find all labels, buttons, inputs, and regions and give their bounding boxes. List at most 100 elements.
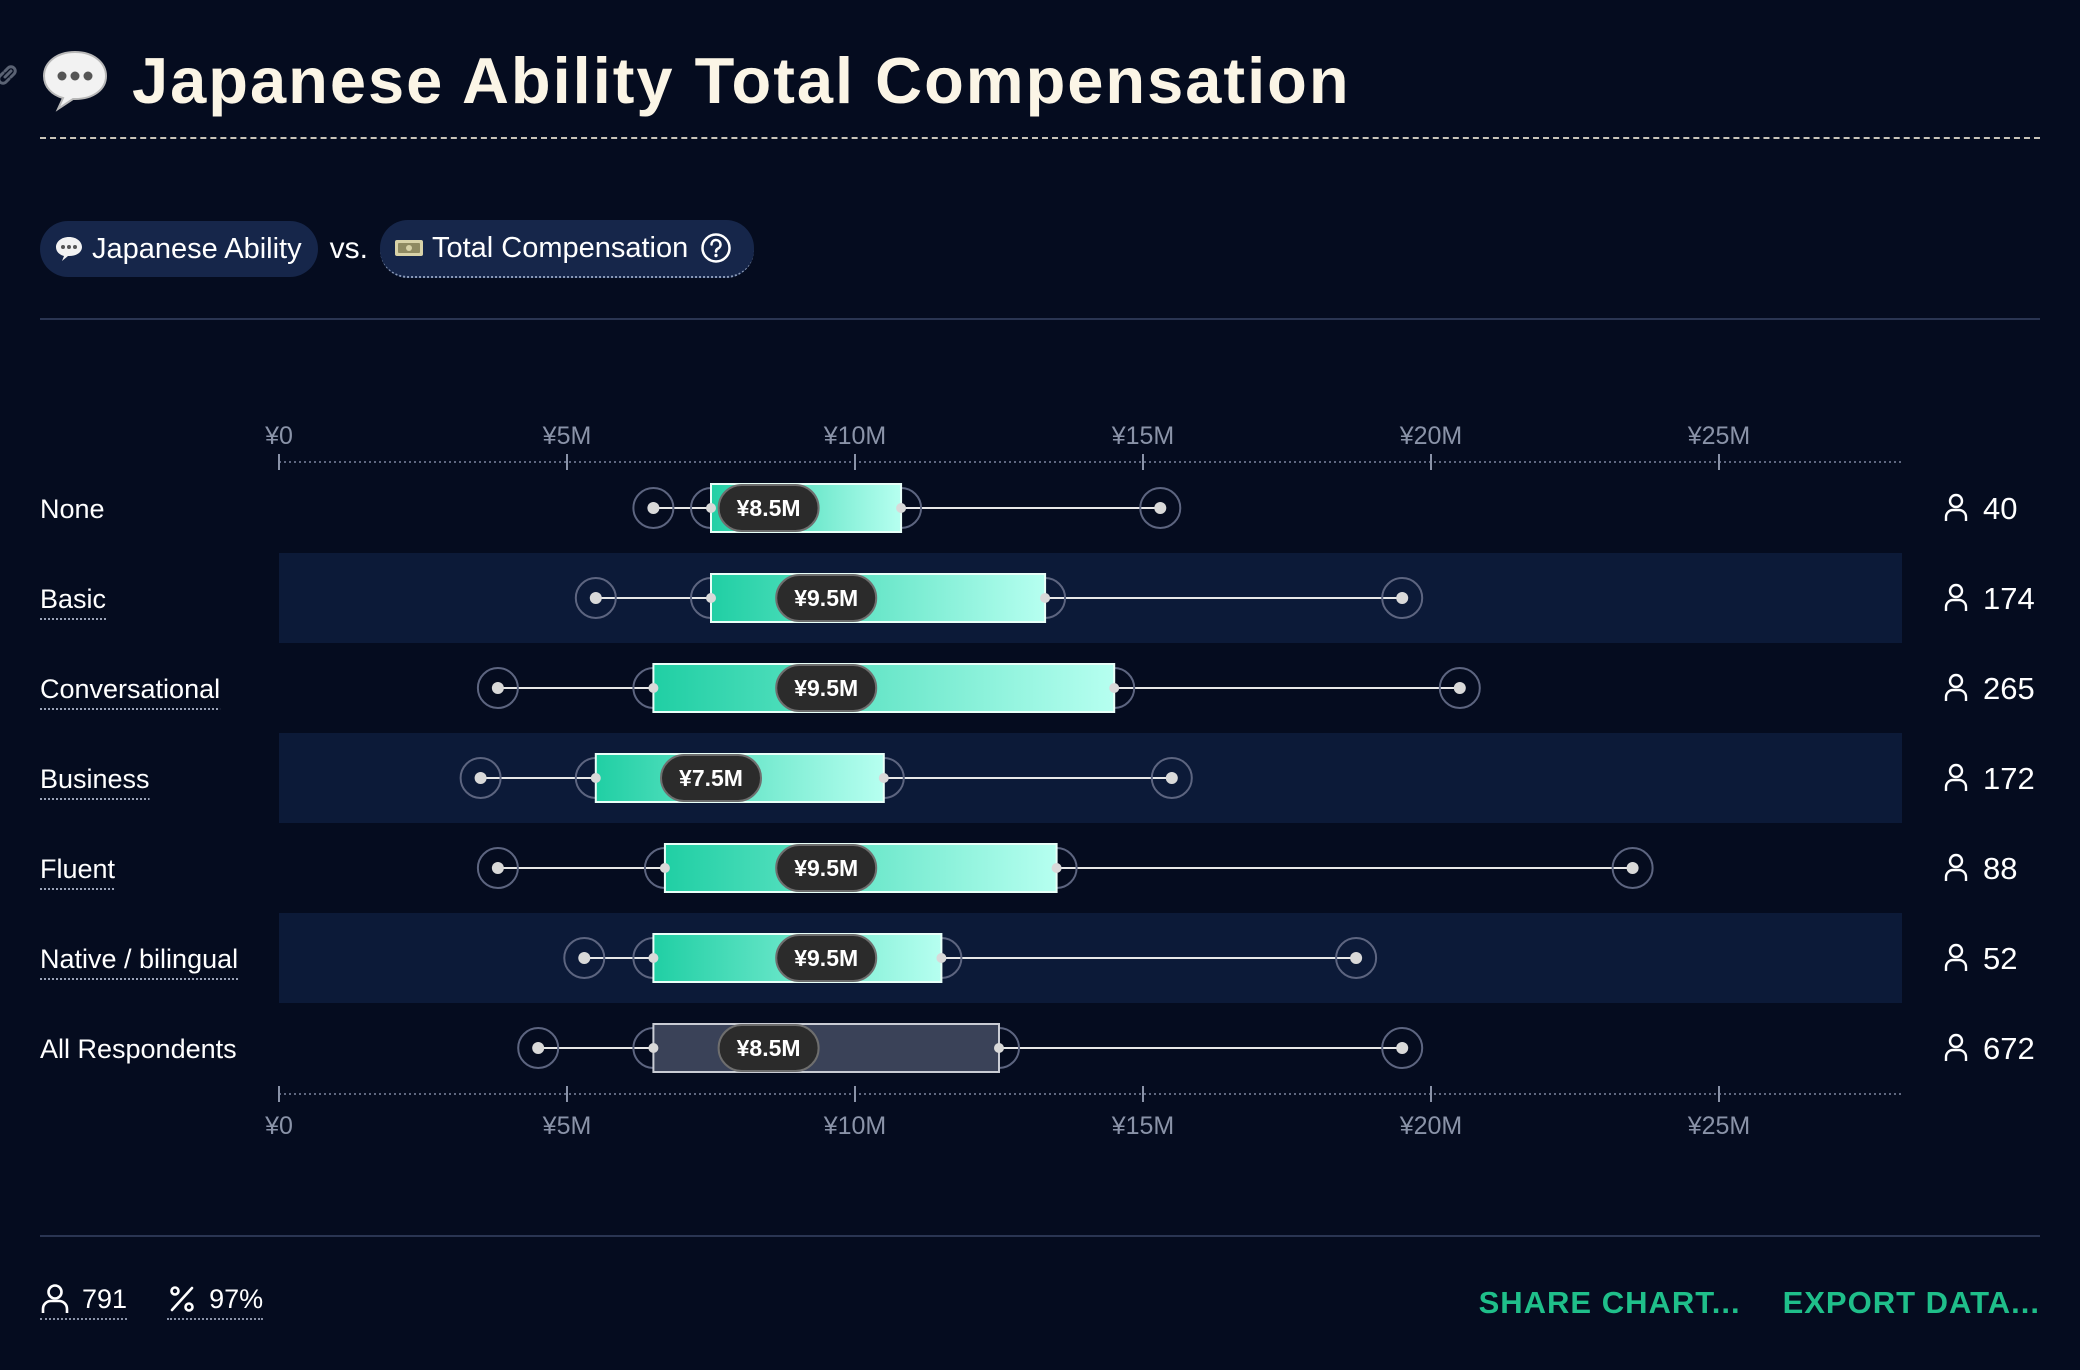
- footer-actions: SHARE CHART... EXPORT DATA...: [1437, 1285, 2040, 1321]
- median-label: ¥7.5M: [679, 765, 743, 791]
- percent-value: 97%: [209, 1283, 264, 1314]
- question-icon[interactable]: [700, 232, 732, 264]
- median-label: ¥9.5M: [794, 945, 858, 971]
- box-row: Business ¥7.5M 172: [40, 753, 2035, 803]
- row-label: Native / bilingual: [40, 944, 238, 974]
- q1-marker: [648, 683, 659, 693]
- median-pill: [775, 844, 878, 892]
- metric-pill[interactable]: Total Compensation: [379, 220, 755, 278]
- min-marker-ring: [563, 937, 606, 979]
- page-title: Japanese Ability Total Compensation: [132, 43, 1351, 117]
- vs-label: vs.: [329, 232, 368, 265]
- max-marker: [1165, 772, 1178, 784]
- min-marker-ring: [632, 487, 675, 529]
- export-data-button[interactable]: EXPORT DATA...: [1782, 1285, 2040, 1320]
- median-pill: [775, 574, 878, 622]
- x-tick-label: ¥5M: [542, 1112, 592, 1140]
- respondents-stat[interactable]: 791: [40, 1283, 128, 1320]
- title-row: Japanese Ability Total Compensation: [40, 40, 1351, 120]
- share-chart-button[interactable]: SHARE CHART...: [1478, 1285, 1741, 1320]
- q1-marker: [648, 1043, 659, 1053]
- title-divider: [40, 137, 2040, 139]
- link-icon[interactable]: [0, 62, 20, 88]
- box-row: Fluent ¥9.5M 88: [40, 843, 2017, 893]
- respondent-count: 265: [1983, 671, 2035, 706]
- max-marker-ring: [1381, 1027, 1424, 1069]
- max-marker-ring: [1438, 667, 1481, 709]
- q1-marker: [648, 953, 659, 963]
- min-marker-ring: [459, 757, 502, 799]
- respondent-count: 88: [1983, 851, 2017, 886]
- min-marker-ring: [476, 847, 519, 889]
- speech-bubble-icon: [42, 50, 108, 112]
- box-row: All Respondents ¥8.5M 672: [40, 1023, 2035, 1073]
- max-marker: [1396, 592, 1409, 604]
- min-marker-ring: [476, 667, 519, 709]
- speech-bubble-icon: [56, 237, 82, 261]
- max-marker: [1154, 502, 1167, 514]
- q1-marker: [590, 773, 601, 783]
- q1-marker: [659, 863, 670, 873]
- iqr-box: [652, 1023, 1001, 1073]
- row-label: None: [40, 494, 105, 524]
- min-marker: [491, 862, 504, 874]
- person-icon: [1944, 673, 1968, 701]
- respondent-count: 174: [1983, 581, 2035, 616]
- person-icon: [1944, 943, 1968, 971]
- q3-marker: [878, 773, 889, 783]
- q1-marker: [706, 503, 716, 513]
- median-label: ¥9.5M: [794, 855, 858, 881]
- min-marker: [578, 952, 591, 964]
- max-marker: [1626, 862, 1639, 874]
- iqr-box: [710, 573, 1047, 623]
- max-marker-ring: [1335, 937, 1378, 979]
- max-marker: [1350, 952, 1363, 964]
- x-tick-label: ¥0: [264, 422, 293, 450]
- max-marker-ring: [1611, 847, 1654, 889]
- x-tick-label: ¥0: [264, 1112, 293, 1140]
- x-tick-label: ¥15M: [1111, 1112, 1175, 1140]
- x-tick-label: ¥20M: [1399, 422, 1463, 450]
- min-marker: [589, 592, 602, 604]
- percent-stat[interactable]: 97%: [167, 1283, 264, 1320]
- dimension-label: Japanese Ability: [92, 232, 302, 265]
- box-row: None ¥8.5M 40: [40, 483, 2017, 533]
- q3-marker: [994, 1043, 1004, 1053]
- q3-marker: [936, 953, 947, 963]
- respondent-count: 40: [1983, 491, 2017, 526]
- x-tick-label: ¥15M: [1111, 422, 1175, 450]
- min-marker-ring: [574, 577, 617, 619]
- row-label: Business: [40, 764, 150, 794]
- x-tick-label: ¥10M: [823, 422, 887, 450]
- x-tick-label: ¥10M: [823, 1112, 887, 1140]
- median-label: ¥8.5M: [737, 1035, 801, 1061]
- box-row: Basic ¥9.5M 174: [40, 573, 2035, 623]
- median-pill: [775, 664, 878, 712]
- median-pill: [717, 1024, 820, 1072]
- row-label: Fluent: [40, 854, 116, 884]
- median-pill: [660, 754, 762, 802]
- box-plot-chart: ¥0 ¥5M ¥10M ¥15M ¥20M ¥25M ¥0 ¥5M ¥10M ¥15M ¥20M ¥2…: [40, 422, 2035, 1140]
- min-marker: [647, 502, 660, 514]
- x-tick-label: ¥25M: [1687, 422, 1751, 450]
- dimension-pill[interactable]: Japanese Ability: [40, 221, 318, 277]
- x-tick-label: ¥5M: [542, 422, 592, 450]
- median-label: ¥9.5M: [794, 675, 858, 701]
- person-icon: [1944, 763, 1968, 791]
- median-label: ¥8.5M: [737, 495, 801, 521]
- section-divider: [40, 318, 2040, 320]
- max-marker-ring: [1139, 487, 1182, 529]
- row-label: All Respondents: [40, 1034, 237, 1064]
- respondent-count: 672: [1983, 1031, 2035, 1066]
- respondents-count: 791: [82, 1283, 128, 1314]
- money-icon: [394, 240, 423, 256]
- box-row: Native / bilingual ¥9.5M 52: [40, 933, 2017, 983]
- max-marker: [1453, 682, 1466, 694]
- median-pill: [717, 484, 820, 532]
- q1-marker: [706, 593, 716, 603]
- x-tick-label: ¥25M: [1687, 1112, 1751, 1140]
- person-icon: [1944, 493, 1968, 521]
- person-icon: [1944, 853, 1968, 881]
- iqr-box: [652, 663, 1116, 713]
- metric-label: Total Compensation: [431, 231, 689, 264]
